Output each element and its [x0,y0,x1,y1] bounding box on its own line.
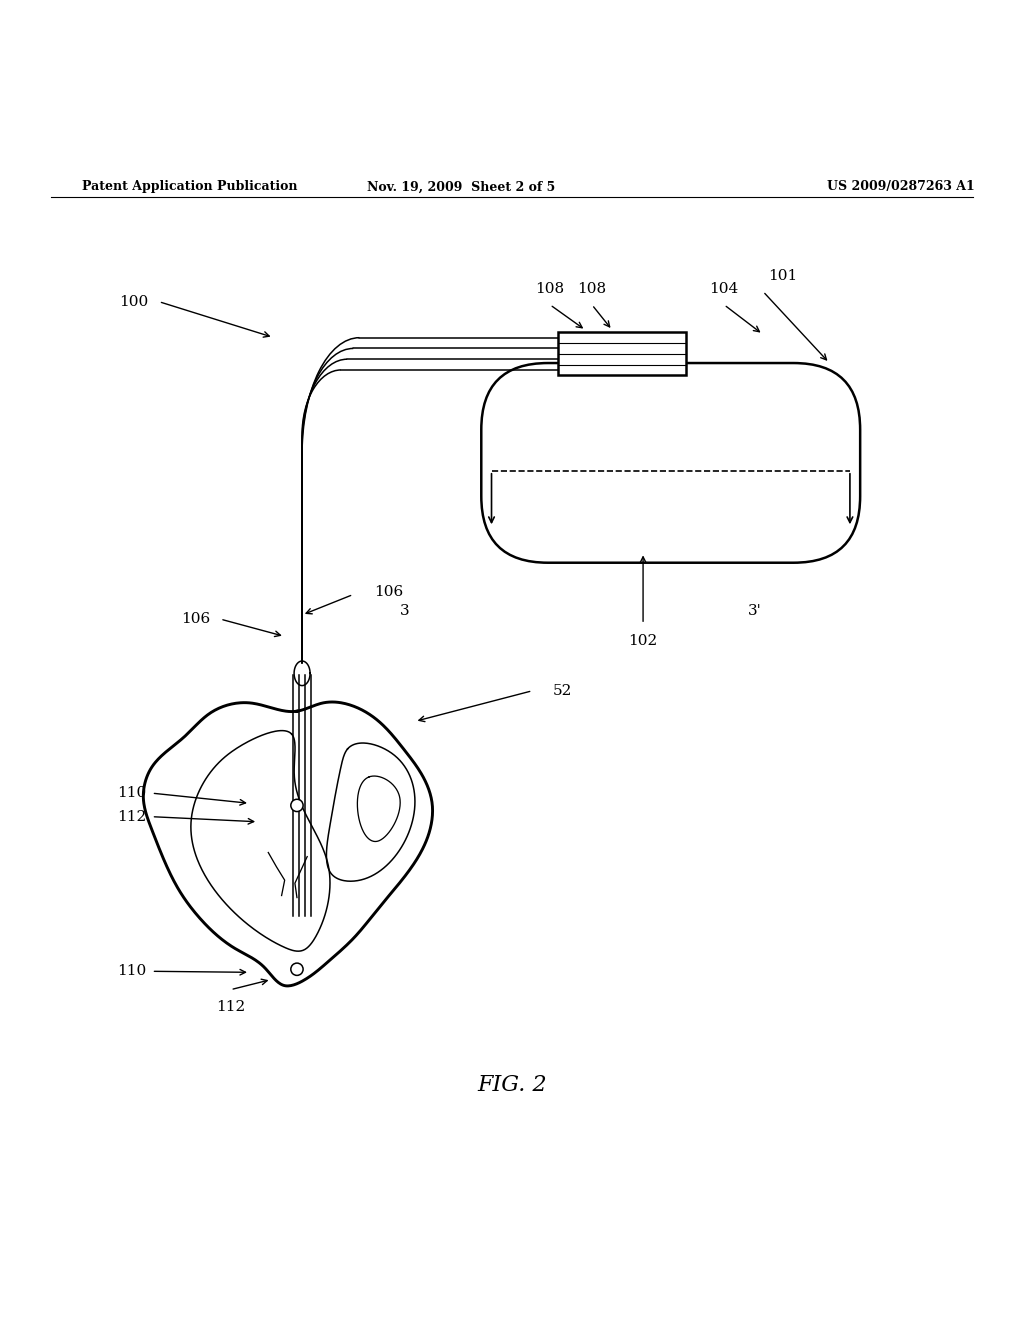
Text: FIG. 2: FIG. 2 [477,1074,547,1096]
Circle shape [291,800,303,812]
Bar [558,333,686,375]
Text: 3: 3 [399,603,410,618]
Text: 52: 52 [553,684,572,698]
Text: 100: 100 [119,294,148,309]
Text: Patent Application Publication: Patent Application Publication [82,181,297,194]
Text: US 2009/0287263 A1: US 2009/0287263 A1 [827,181,975,194]
Text: 3': 3' [748,603,762,618]
Text: 104: 104 [710,282,738,297]
Text: 112: 112 [117,809,146,824]
Text: 110: 110 [117,787,146,800]
Text: 108: 108 [578,282,606,297]
Circle shape [291,964,303,975]
FancyBboxPatch shape [481,363,860,562]
Text: 106: 106 [374,585,403,599]
Text: 110: 110 [117,965,146,978]
Text: 106: 106 [180,612,210,626]
Text: 101: 101 [768,269,798,284]
Text: 108: 108 [536,282,564,297]
Text: 112: 112 [216,1001,245,1014]
Text: Nov. 19, 2009  Sheet 2 of 5: Nov. 19, 2009 Sheet 2 of 5 [367,181,555,194]
Text: 102: 102 [629,635,657,648]
